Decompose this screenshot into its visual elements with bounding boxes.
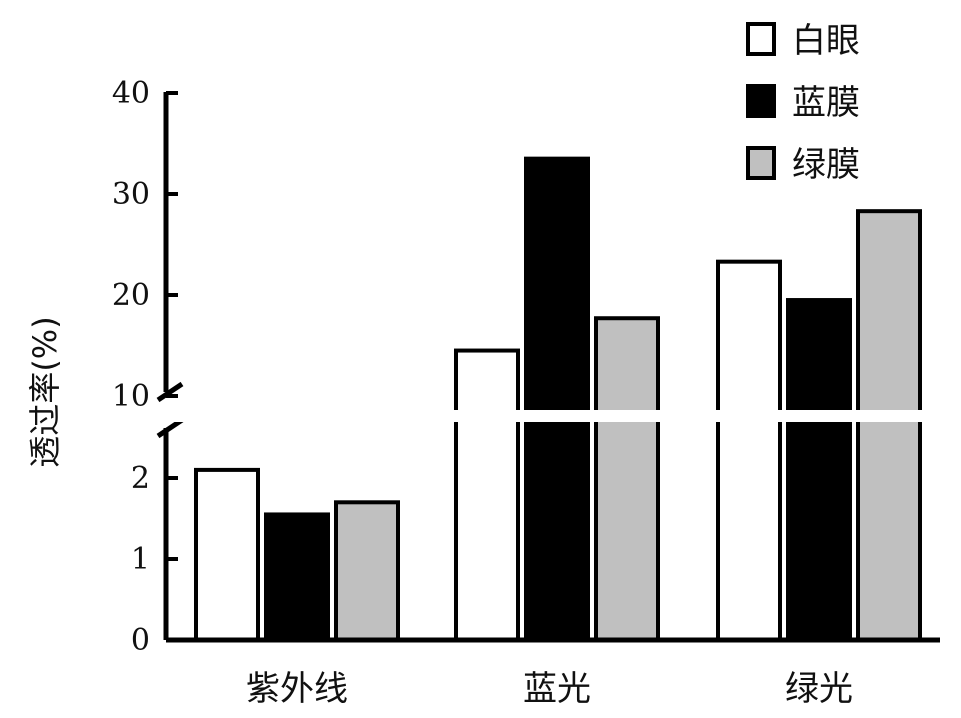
- bar-2-3: [786, 298, 852, 642]
- bar-2-2: [524, 156, 590, 642]
- y-tick-label-lower-1: 1: [131, 542, 150, 577]
- legend-swatch-1: [746, 22, 776, 56]
- category-labels-group: 紫外线 蓝光 绿光: [246, 669, 853, 709]
- bar-3-3: [856, 209, 922, 642]
- bar-1-3: [716, 259, 782, 642]
- axes-group: [156, 92, 945, 643]
- axis-break-mark-upper: [156, 381, 184, 403]
- legend-swatch-2: [746, 84, 776, 118]
- legend-label-2: 蓝膜: [792, 83, 860, 123]
- category-label-2: 蓝光: [523, 669, 591, 709]
- y-tick-label-upper-0: 10: [112, 379, 150, 414]
- bar-1-2: [454, 348, 520, 642]
- bar-2-1: [264, 512, 330, 643]
- bar-3-2: [594, 316, 660, 642]
- y-tick-label-lower-2: 2: [131, 461, 150, 496]
- legend-swatch-3: [746, 146, 776, 180]
- bar-3-1: [334, 500, 400, 642]
- legend-label-3: 绿膜: [792, 145, 860, 185]
- y-ticks-group: 0 1 2 10 20 30 40: [112, 76, 178, 658]
- y-axis-label: 透过率(%): [26, 316, 64, 467]
- category-label-3: 绿光: [785, 669, 853, 709]
- y-tick-label-upper-2: 30: [112, 177, 150, 212]
- bars-group: [194, 156, 922, 643]
- legend-label-1: 白眼: [792, 21, 860, 61]
- y-tick-label-upper-1: 20: [112, 278, 150, 313]
- y-tick-label-lower-0: 0: [131, 623, 150, 658]
- bar-1-1: [194, 467, 260, 642]
- axis-break-mark-lower: [156, 417, 184, 439]
- y-tick-label-upper-3: 40: [112, 76, 150, 111]
- category-label-1: 紫外线: [246, 669, 348, 709]
